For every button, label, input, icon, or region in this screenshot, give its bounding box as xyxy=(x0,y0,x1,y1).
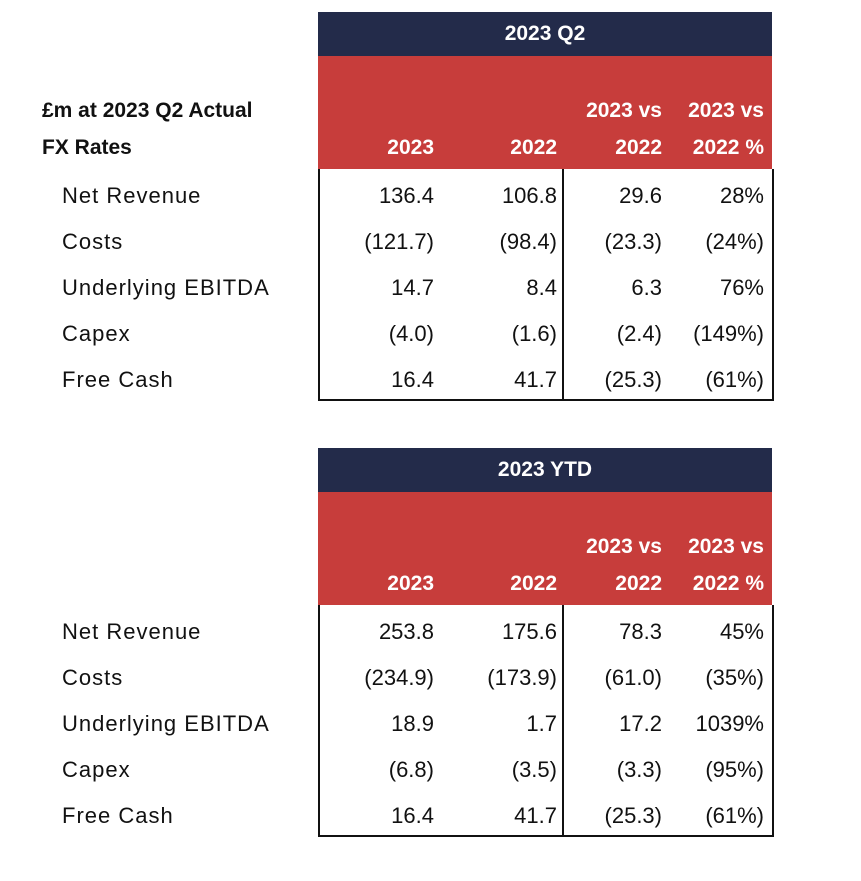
cell-variance-pct: 28% xyxy=(719,183,764,208)
table-title: 2023 Q2 xyxy=(318,12,772,56)
cell-2023: 253.8 xyxy=(378,619,434,644)
cell-2022: 41.7 xyxy=(514,803,557,828)
table-row: Free Cash 16.4 41.7 (25.3) (61%) xyxy=(0,357,861,403)
cell-variance: 29.6 xyxy=(619,183,662,208)
col-header-variance-pct: 2023 vs 2022 % xyxy=(664,92,764,166)
table-body-frame xyxy=(318,169,774,401)
cell-2022: 106.8 xyxy=(501,183,557,208)
cell-variance-pct: (24%) xyxy=(705,229,764,254)
cell-variance-pct: 1039% xyxy=(695,711,764,736)
cell-variance: (25.3) xyxy=(604,367,662,392)
col-header-variance: 2023 vs 2022 xyxy=(566,528,662,602)
col-header-line: 2023 xyxy=(387,572,434,595)
units-label: £m at 2023 Q2 Actual FX Rates xyxy=(42,92,253,166)
col-header-line: 2023 vs xyxy=(586,535,662,558)
table-body-frame xyxy=(318,605,774,837)
row-label: Net Revenue xyxy=(62,619,202,644)
cell-2023: (6.8) xyxy=(388,757,434,782)
cell-2023: (4.0) xyxy=(388,321,434,346)
units-label-line2: FX Rates xyxy=(42,136,132,159)
cell-2022: (98.4) xyxy=(499,229,557,254)
col-header-line: 2022 xyxy=(615,136,662,159)
col-header-line: 2023 vs xyxy=(688,535,764,558)
cell-variance-pct: (61%) xyxy=(705,367,764,392)
col-header-2023: 2023 xyxy=(330,528,434,602)
col-header-line: 2023 vs xyxy=(586,99,662,122)
row-label: Underlying EBITDA xyxy=(62,711,270,736)
col-header-line: 2023 xyxy=(387,136,434,159)
table-row: Costs (234.9) (173.9) (61.0) (35%) xyxy=(0,655,861,701)
table-row: Capex (4.0) (1.6) (2.4) (149%) xyxy=(0,311,861,357)
row-label: Net Revenue xyxy=(62,183,202,208)
col-header-2023: 2023 xyxy=(330,92,434,166)
table-row: Costs (121.7) (98.4) (23.3) (24%) xyxy=(0,219,861,265)
table-row: Net Revenue 253.8 175.6 78.3 45% xyxy=(0,609,861,655)
column-header-band xyxy=(318,492,772,605)
col-header-line xyxy=(440,528,557,565)
cell-variance: 17.2 xyxy=(619,711,662,736)
col-header-line: 2022 % xyxy=(692,572,764,595)
cell-variance-pct: (61%) xyxy=(705,803,764,828)
cell-2023: 16.4 xyxy=(391,367,434,392)
col-header-line: 2022 xyxy=(510,136,557,159)
cell-variance: 78.3 xyxy=(619,619,662,644)
column-header-band xyxy=(318,56,772,169)
cell-2022: (1.6) xyxy=(511,321,557,346)
units-label-line1: £m at 2023 Q2 Actual xyxy=(42,99,253,122)
cell-2022: (3.5) xyxy=(511,757,557,782)
row-label: Underlying EBITDA xyxy=(62,275,270,300)
col-header-line: 2022 % xyxy=(692,136,764,159)
table-row: Net Revenue 136.4 106.8 29.6 28% xyxy=(0,173,861,219)
column-divider xyxy=(562,605,564,837)
table-row: Free Cash 16.4 41.7 (25.3) (61%) xyxy=(0,793,861,839)
cell-2023: 14.7 xyxy=(391,275,434,300)
cell-variance: (25.3) xyxy=(604,803,662,828)
cell-2022: (173.9) xyxy=(487,665,557,690)
row-label: Free Cash xyxy=(62,803,174,828)
cell-2022: 175.6 xyxy=(501,619,557,644)
table-title: 2023 YTD xyxy=(318,448,772,492)
col-header-line xyxy=(330,528,434,565)
row-label: Free Cash xyxy=(62,367,174,392)
col-header-line: 2022 xyxy=(510,572,557,595)
cell-variance-pct: 76% xyxy=(719,275,764,300)
table-row: Underlying EBITDA 14.7 8.4 6.3 76% xyxy=(0,265,861,311)
table-row: Capex (6.8) (3.5) (3.3) (95%) xyxy=(0,747,861,793)
row-label: Costs xyxy=(62,229,124,254)
cell-2023: 18.9 xyxy=(391,711,434,736)
cell-2022: 1.7 xyxy=(526,711,557,736)
row-label: Costs xyxy=(62,665,124,690)
col-header-line: 2022 xyxy=(615,572,662,595)
row-label: Capex xyxy=(62,757,131,782)
cell-variance-pct: (35%) xyxy=(705,665,764,690)
col-header-line xyxy=(330,92,434,129)
col-header-2022: 2022 xyxy=(440,92,557,166)
cell-variance-pct: (149%) xyxy=(693,321,764,346)
cell-2023: (121.7) xyxy=(364,229,434,254)
col-header-variance: 2023 vs 2022 xyxy=(566,92,662,166)
col-header-line xyxy=(440,92,557,129)
cell-2022: 8.4 xyxy=(526,275,557,300)
cell-variance: (3.3) xyxy=(616,757,662,782)
cell-variance-pct: 45% xyxy=(719,619,764,644)
cell-2022: 41.7 xyxy=(514,367,557,392)
cell-variance: (2.4) xyxy=(616,321,662,346)
cell-2023: 16.4 xyxy=(391,803,434,828)
col-header-line: 2023 vs xyxy=(688,99,764,122)
cell-variance: 6.3 xyxy=(631,275,662,300)
cell-variance: (23.3) xyxy=(604,229,662,254)
row-label: Capex xyxy=(62,321,131,346)
cell-variance: (61.0) xyxy=(604,665,662,690)
cell-2023: (234.9) xyxy=(364,665,434,690)
col-header-2022: 2022 xyxy=(440,528,557,602)
cell-variance-pct: (95%) xyxy=(705,757,764,782)
table-row: Underlying EBITDA 18.9 1.7 17.2 1039% xyxy=(0,701,861,747)
cell-2023: 136.4 xyxy=(378,183,434,208)
column-divider xyxy=(562,169,564,401)
col-header-variance-pct: 2023 vs 2022 % xyxy=(664,528,764,602)
